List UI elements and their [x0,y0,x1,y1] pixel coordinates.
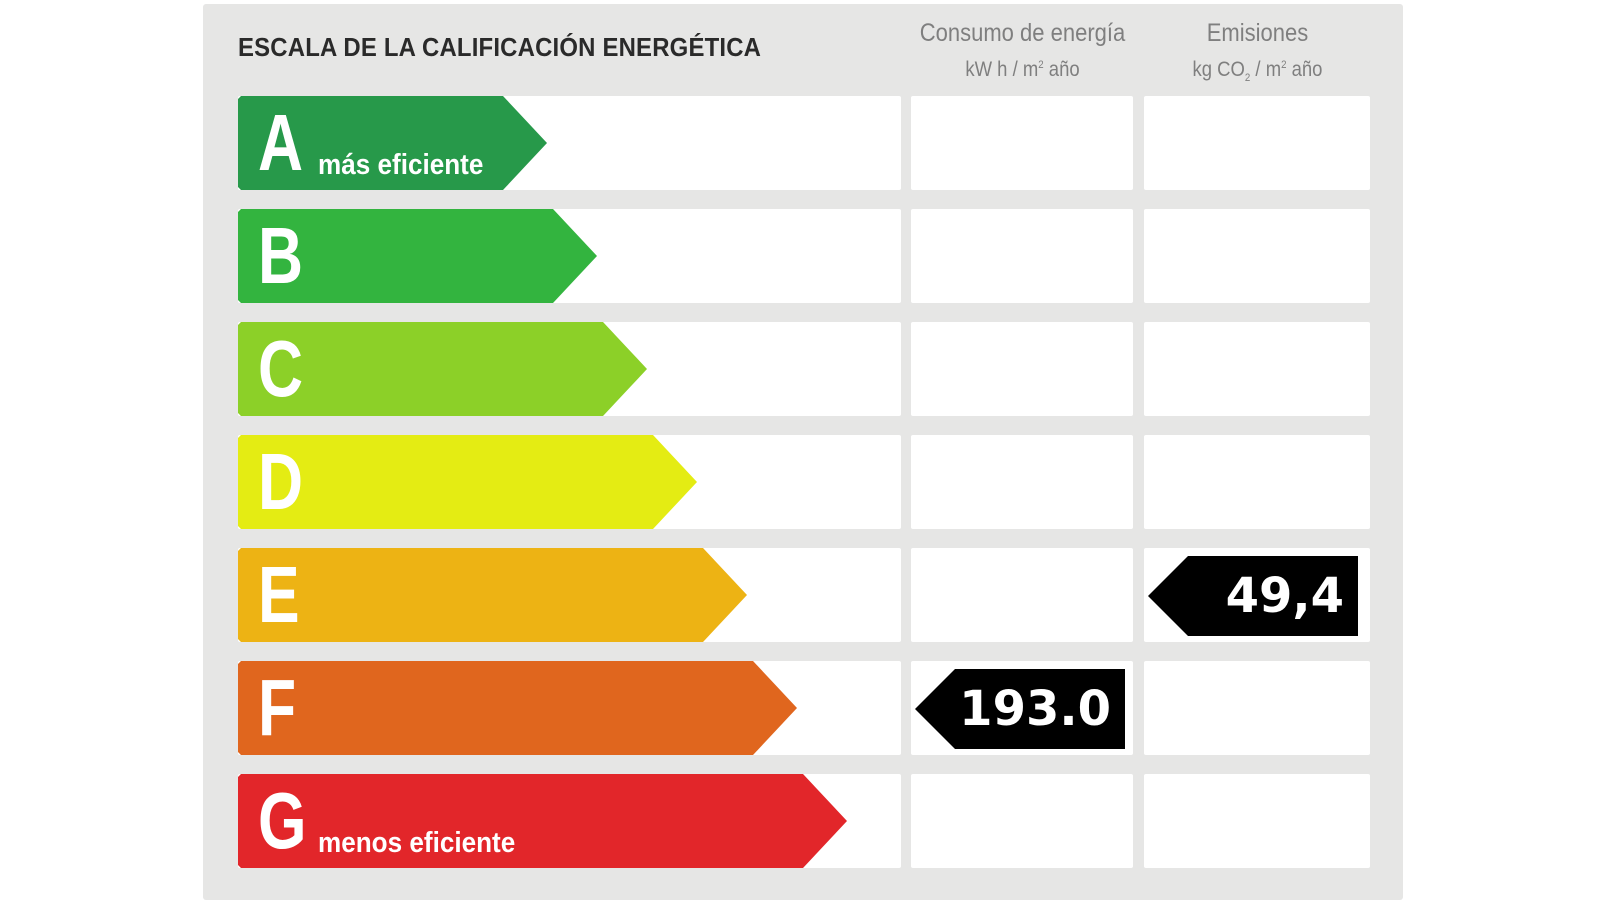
emisiones-cell-f [1144,661,1370,755]
rating-value: 49,4 [1225,568,1344,624]
consumo-cell-c [911,322,1133,416]
rating-marker-consumo: 193.0 [915,669,1125,749]
rating-value: 193.0 [959,681,1111,737]
band-b: B [238,209,597,303]
column-unit-emisiones: kg CO2 / m2 año [1192,58,1323,85]
band-letter: F [258,663,297,752]
rating-arrow [915,669,1125,749]
consumo-cell-b [911,209,1133,303]
emisiones-cell-g [1144,774,1370,868]
band-label: menos eficiente [318,827,516,859]
consumo-cell-a [911,96,1133,190]
band-letter: A [258,98,304,187]
emisiones-cell-a [1144,96,1370,190]
band-label: más eficiente [318,149,484,181]
band-arrow-g [238,774,847,868]
rating-marker-emisiones: 49,4 [1148,556,1358,636]
emisiones-cell-d [1144,435,1370,529]
band-e: E [238,548,747,642]
consumo-cell-e [911,548,1133,642]
chart-title: ESCALA DE LA CALIFICACIÓN ENERGÉTICA [238,32,762,62]
column-header-consumo: Consumo de energía kW h / m2 año [905,18,1140,87]
band-d: D [238,435,697,529]
column-title-emisiones: Emisiones [1206,19,1309,47]
band-letter: C [258,324,304,413]
band-f: F [238,661,797,755]
rating-arrow [1148,556,1358,636]
consumo-cell-d [911,435,1133,529]
column-title-consumo: Consumo de energía [919,19,1126,47]
band-letter: E [258,550,300,639]
band-arrow-a [238,96,547,190]
consumo-cell-g [911,774,1133,868]
column-unit-consumo: kW h / m2 año [965,58,1080,81]
band-arrow-b [238,209,597,303]
emisiones-cell-b [1144,209,1370,303]
column-header-emisiones: Emisiones kg CO2 / m2 año [1145,18,1370,95]
band-c: C [238,322,647,416]
band-arrow-f [238,661,797,755]
band-arrow-e [238,548,747,642]
band-letter: G [258,776,307,865]
band-arrow-c [238,322,647,416]
emisiones-cell-c [1144,322,1370,416]
band-letter: B [258,211,304,300]
band-letter: D [258,437,304,526]
band-arrow-d [238,435,697,529]
